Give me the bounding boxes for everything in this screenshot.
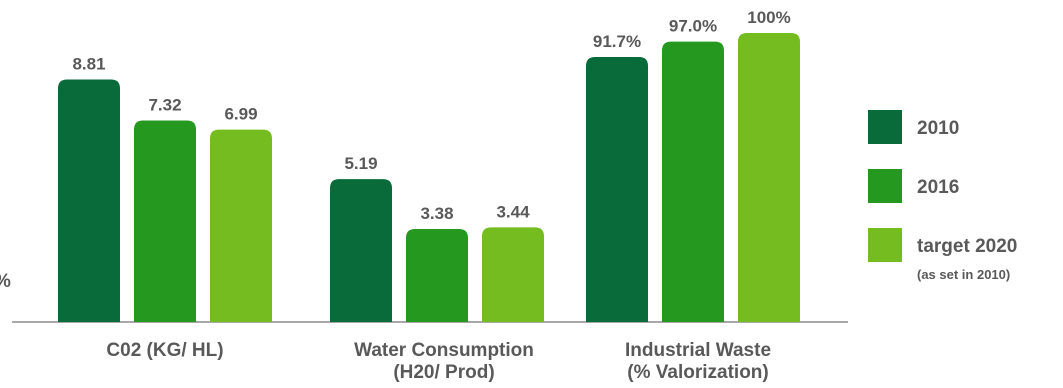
value-label: 5.19 bbox=[344, 154, 377, 173]
value-label: 100% bbox=[747, 8, 790, 27]
value-label: 91.7% bbox=[593, 32, 641, 51]
legend-swatch bbox=[868, 110, 902, 144]
legend-label: target 2020 bbox=[917, 236, 1017, 257]
legend: 2010 2016 target 2020 (as set in 2010) bbox=[868, 110, 1017, 282]
value-label: 8.81 bbox=[72, 55, 105, 74]
category-label: (% Valorization) bbox=[627, 362, 768, 383]
legend-label: 2010 bbox=[917, 118, 959, 139]
legend-note: (as set in 2010) bbox=[917, 267, 1010, 282]
category-label: Industrial Waste bbox=[625, 340, 771, 361]
bar-1-2016 bbox=[134, 120, 196, 322]
edge-percent-fragment: % bbox=[0, 271, 11, 292]
bar-1-2010 bbox=[58, 79, 120, 323]
legend-swatch bbox=[868, 228, 902, 262]
value-label: 3.38 bbox=[420, 204, 453, 223]
value-label: 97.0% bbox=[669, 17, 717, 36]
category-labels-layer: C02 (KG/ HL) Water Consumption(H20/ Prod)… bbox=[106, 340, 771, 383]
legend-swatch bbox=[868, 169, 902, 203]
category-label: Water Consumption bbox=[354, 340, 534, 361]
bar-1-target-2020 bbox=[210, 129, 272, 322]
value-label: 3.44 bbox=[496, 202, 530, 221]
bar-2-2010 bbox=[330, 179, 392, 322]
bars-layer bbox=[58, 33, 800, 323]
value-label: 6.99 bbox=[224, 105, 257, 124]
bar-3-target-2020 bbox=[738, 33, 800, 322]
value-label: 7.32 bbox=[148, 96, 181, 115]
value-labels-layer: 8.81 7.32 6.99 5.19 3.38 3.44 91.7% 97.0% 100% bbox=[72, 8, 790, 223]
legend-label: 2016 bbox=[917, 177, 959, 198]
category-label: (H20/ Prod) bbox=[393, 362, 494, 383]
bar-2-target-2020 bbox=[482, 227, 544, 322]
bar-2-2016 bbox=[406, 228, 468, 322]
category-label: C02 (KG/ HL) bbox=[106, 340, 223, 361]
bar-3-2010 bbox=[586, 56, 648, 322]
bar-3-2016 bbox=[662, 41, 724, 323]
